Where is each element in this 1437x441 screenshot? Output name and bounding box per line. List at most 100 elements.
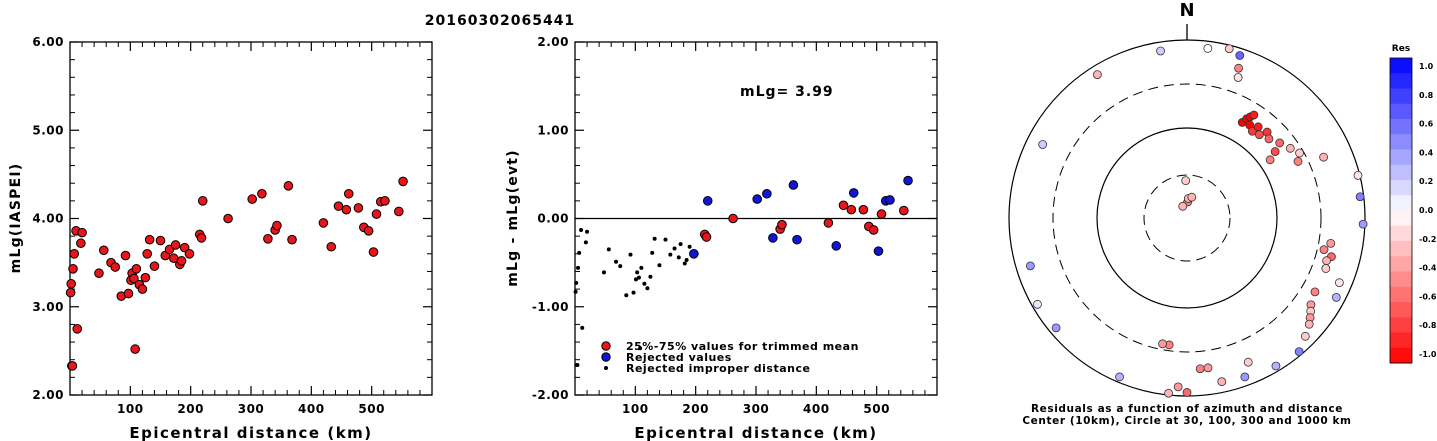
- station-residual-point: [1326, 238, 1336, 248]
- station-residual-point: [1203, 363, 1213, 373]
- rejected-point: [885, 195, 895, 205]
- colorbar-tick-label: 0.0: [1419, 206, 1434, 215]
- x-tick-label: 400: [298, 402, 325, 416]
- station-point: [76, 238, 86, 249]
- improper-distance-point: [580, 325, 585, 330]
- station-point: [69, 249, 80, 259]
- station-point: [131, 264, 142, 274]
- improper-distance-point: [672, 246, 677, 251]
- station-residual-point: [1355, 192, 1365, 202]
- rejected-point: [689, 249, 699, 259]
- station-residual-point: [1115, 372, 1124, 382]
- station-point: [223, 213, 233, 224]
- station-point: [247, 194, 258, 204]
- improper-distance-point: [573, 289, 578, 294]
- station-residual-point: [1271, 361, 1281, 371]
- rejected-point: [848, 188, 859, 198]
- station-residual-point: [1304, 319, 1314, 329]
- station-residual-point: [1275, 138, 1285, 148]
- residual-chart-ylabel: mLg - mLg(evt): [505, 149, 521, 287]
- station-residual-point: [1270, 147, 1280, 156]
- improper-distance-point: [576, 265, 581, 270]
- improper-distance-point: [618, 264, 623, 269]
- station-residual-point: [1321, 264, 1331, 273]
- station-residual-point: [1334, 278, 1344, 288]
- station-residual-point: [1051, 323, 1061, 333]
- station-point: [68, 264, 78, 274]
- colorbar-cell: [1390, 286, 1412, 303]
- improper-distance-point: [639, 265, 644, 270]
- improper-distance-point: [642, 281, 647, 286]
- station-residual-point: [1300, 331, 1310, 341]
- colorbar-tick-label: 0.6: [1419, 120, 1434, 129]
- ring-30km: [1143, 174, 1231, 262]
- rejected-point: [903, 175, 913, 186]
- x-tick-label: 500: [358, 402, 385, 416]
- station-point: [110, 262, 121, 272]
- station-residual-point: [1181, 176, 1191, 186]
- north-label: N: [1179, 0, 1194, 21]
- improper-distance-point: [574, 280, 579, 285]
- station-residual-point: [1158, 339, 1167, 349]
- station-residual-point: [1255, 130, 1264, 140]
- station-point: [120, 250, 131, 261]
- station-point: [137, 284, 148, 294]
- station-point: [197, 196, 208, 206]
- station-point: [179, 242, 190, 253]
- trimmed-mean-point: [701, 232, 712, 242]
- colorbar-cells: [1390, 58, 1412, 364]
- station-point: [72, 324, 83, 334]
- station-residual-point: [1233, 73, 1243, 82]
- station-point: [196, 233, 207, 243]
- improper-distance-point: [585, 229, 590, 234]
- colorbar-cell: [1390, 241, 1412, 257]
- colorbar-cell: [1390, 347, 1412, 364]
- colorbar-cell: [1390, 119, 1412, 135]
- improper-distance-point: [684, 257, 689, 262]
- station-point: [371, 209, 382, 219]
- improper-distance-point: [650, 250, 655, 255]
- trimmed-mean-point: [846, 204, 857, 215]
- station-residual-point: [1235, 51, 1245, 60]
- magnitude-chart-xlabel: Epicentral distance (km): [129, 424, 372, 441]
- station-residual-point: [1253, 122, 1263, 132]
- station-residual-point: [1322, 256, 1331, 266]
- station-residual-point: [1178, 201, 1188, 211]
- figure-title: 20160302065441: [425, 13, 575, 29]
- improper-distance-point: [678, 242, 683, 247]
- trimmed-mean-point: [899, 205, 909, 216]
- station-residual-point: [1173, 382, 1183, 392]
- rejected-point: [762, 188, 772, 199]
- trimmed-mean-point: [777, 219, 787, 230]
- residual-chart-points: [573, 175, 913, 367]
- legend-marker-accepted: [601, 341, 611, 351]
- station-residual-point: [1293, 157, 1303, 166]
- colorbar-tick-label: 0.2: [1419, 177, 1433, 186]
- colorbar-cell: [1390, 134, 1412, 150]
- colorbar-cell: [1390, 58, 1412, 74]
- polar-caption-line2: Center (10km), Circle at 30, 100, 300 an…: [1022, 415, 1351, 427]
- trimmed-mean-point: [876, 209, 887, 219]
- station-point: [363, 226, 374, 236]
- magnitude-chart-ylabel: mLg(IASPEI): [8, 163, 24, 274]
- station-point: [123, 288, 134, 299]
- station-residual-point: [1264, 134, 1274, 144]
- station-residual-point: [1195, 364, 1205, 374]
- improper-distance-point: [657, 263, 662, 268]
- improper-distance-point: [676, 255, 681, 260]
- colorbar-cell: [1390, 180, 1412, 196]
- improper-distance-point: [687, 244, 692, 249]
- legend-label-accepted: 25%-75% values for trimmed mean: [626, 340, 859, 353]
- colorbar-cell: [1390, 256, 1412, 272]
- colorbar-cell: [1390, 73, 1412, 89]
- improper-distance-point: [668, 252, 673, 257]
- y-tick-label: 2.00: [537, 35, 569, 49]
- colorbar-tick-label: 0.8: [1419, 91, 1434, 100]
- x-tick-label: 200: [682, 402, 709, 416]
- rejected-point: [768, 233, 778, 243]
- station-point: [65, 287, 76, 298]
- station-point: [263, 233, 273, 244]
- legend-marker-improper: [604, 366, 608, 370]
- colorbar-cell: [1390, 332, 1412, 349]
- improper-distance-point: [628, 252, 633, 257]
